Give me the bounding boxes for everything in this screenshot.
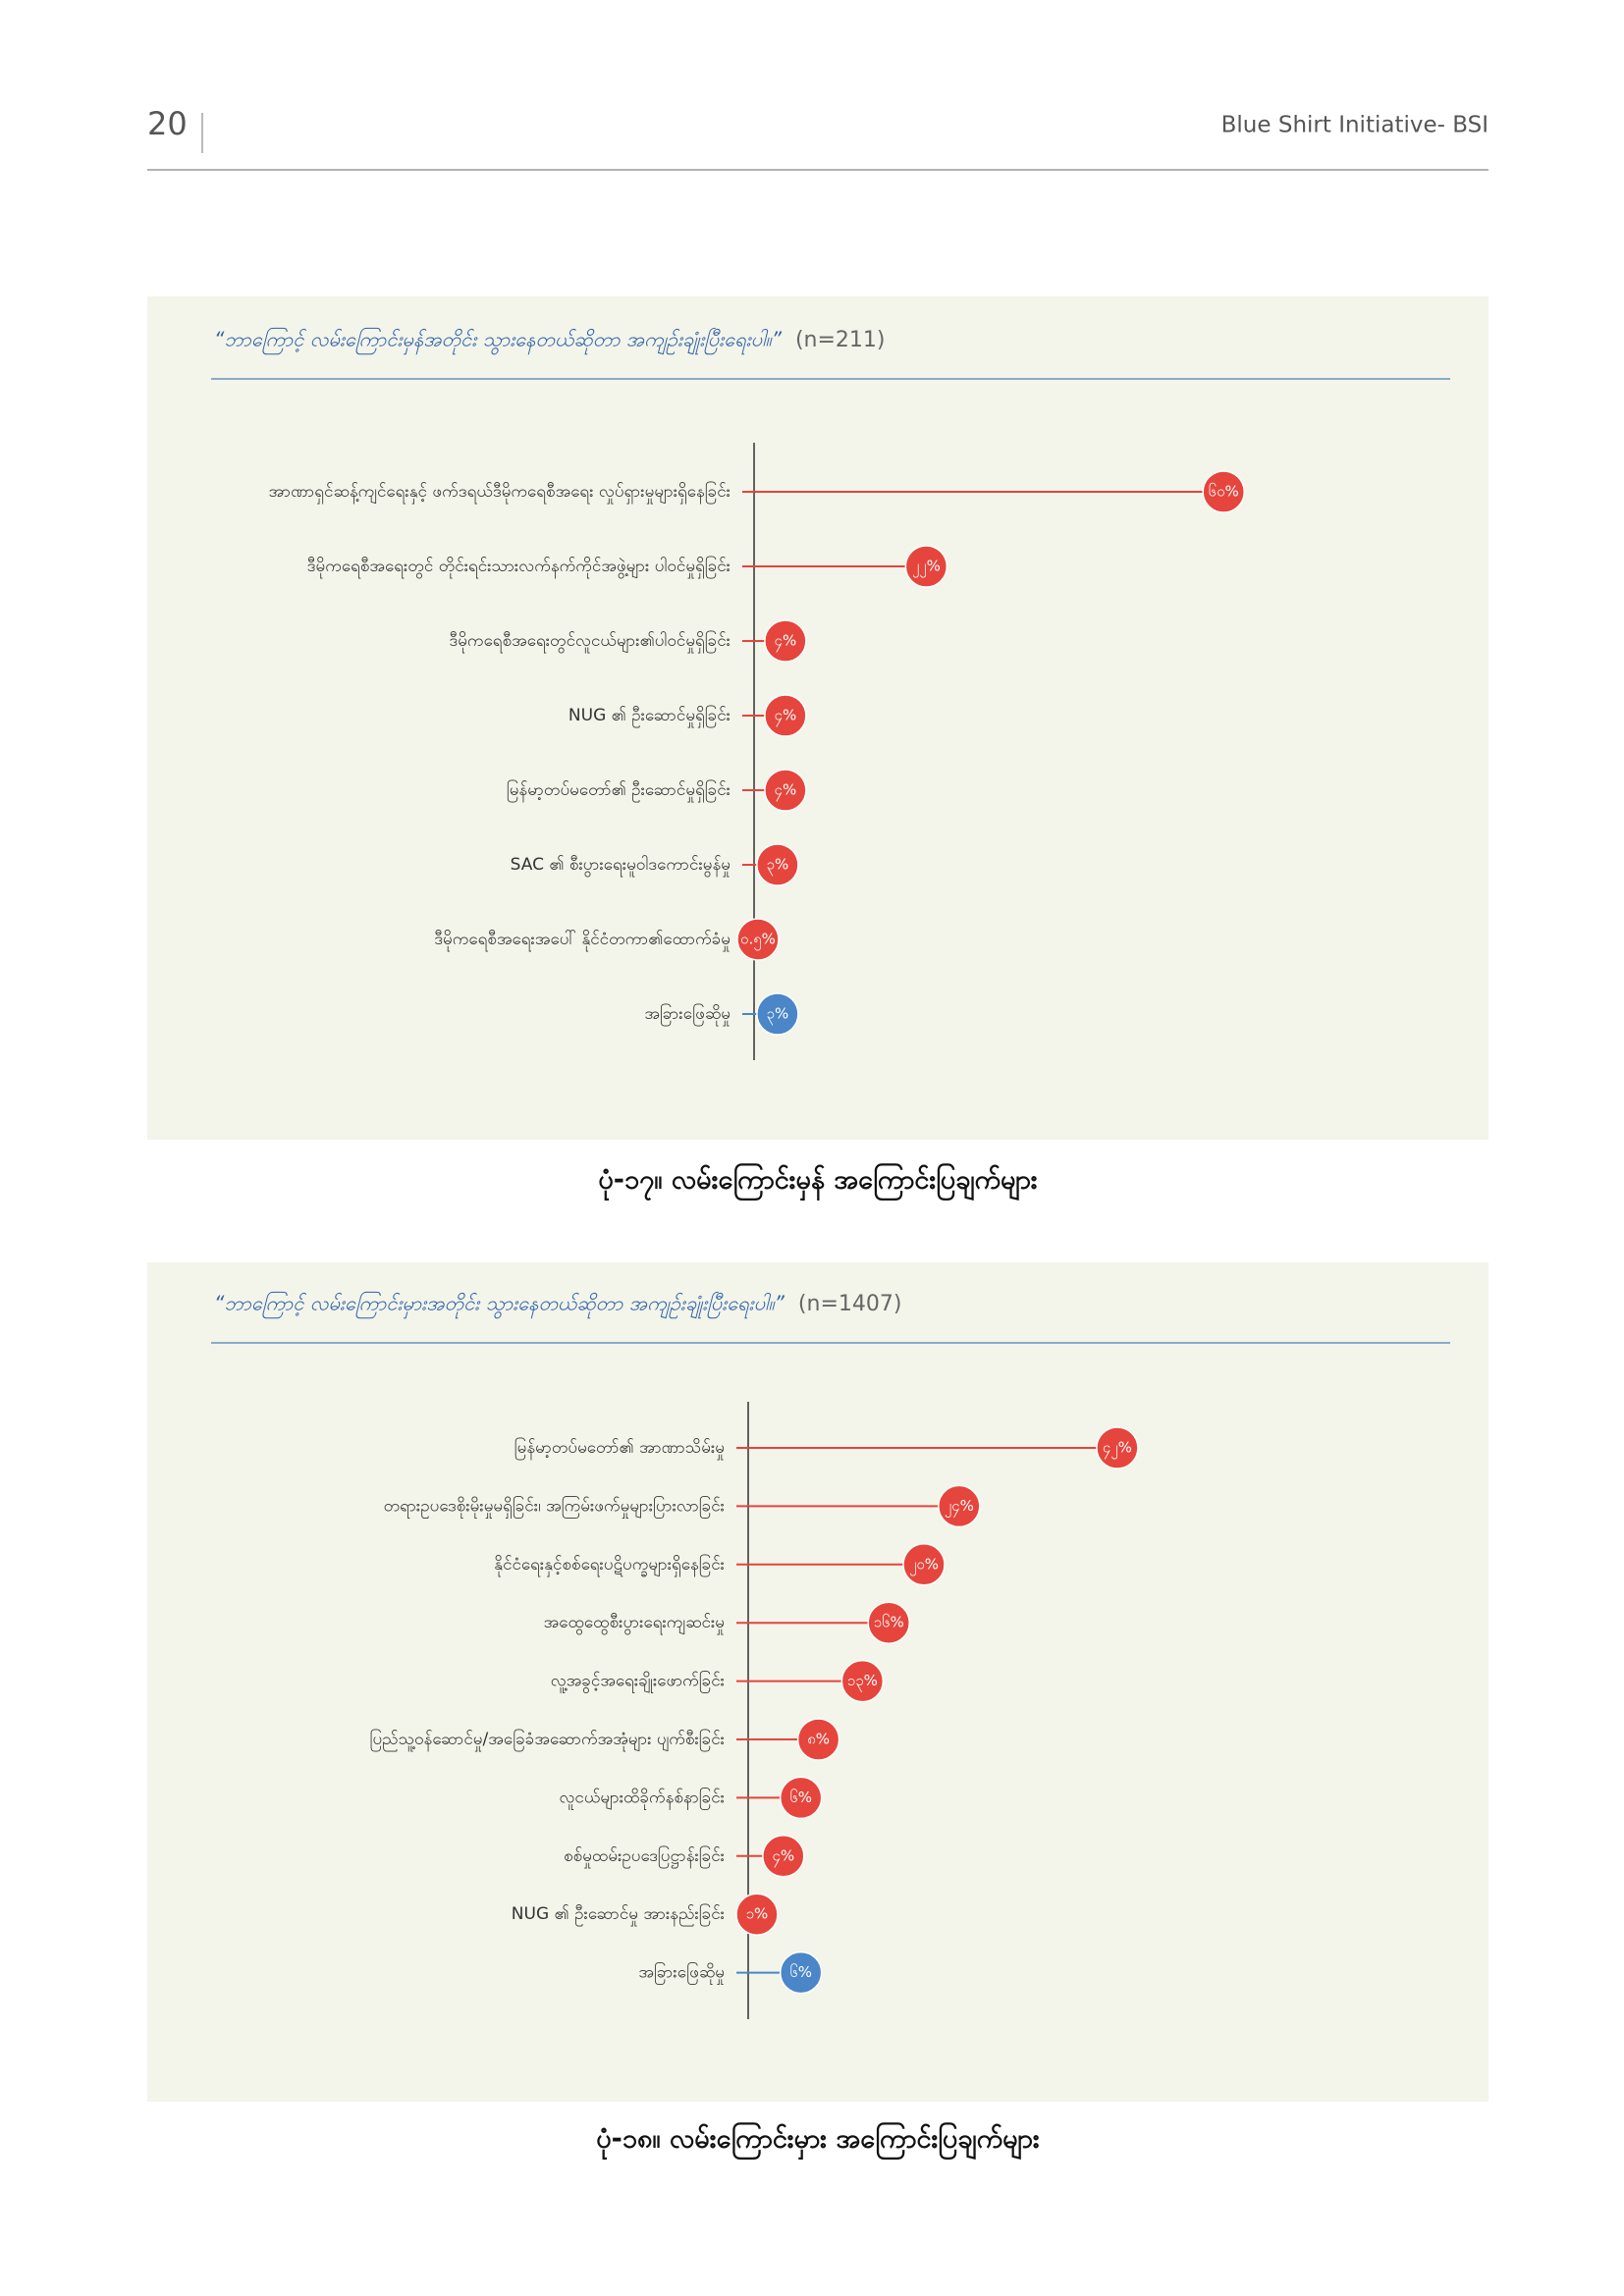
- value-label: ၆%: [789, 1789, 812, 1806]
- caption: ပုံ-၁၇။ လမ်းကြောင်းမှန် အကြောင်းပြချက်မျ…: [598, 1163, 1037, 1201]
- value-label: ၆၀%: [1209, 483, 1239, 501]
- category-label: လူငယ်များထိခိုက်နစ်နာခြင်း: [559, 1786, 725, 1810]
- lollipop-dot: [902, 1543, 946, 1586]
- value-label: ၁၆%: [874, 1614, 904, 1631]
- category-label: SAC ၏ စီးပွားရေးမူဝါဒကောင်းမွန်မှု: [511, 854, 731, 878]
- value-label: ၃%: [767, 856, 789, 877]
- lollipop-dot: [796, 1718, 840, 1761]
- question: “ဘာကြောင့် လမ်းကြောင်းမှားအတိုင်း သွားနေ…: [214, 1292, 785, 1319]
- category-label: ဒီမိုကရေစီအရေးတွင်လူငယ်များ၏ပါဝင်မှုရှိခ…: [449, 629, 731, 654]
- lollipop-dot: [762, 1835, 805, 1878]
- category-label: ဒီမိုကရေစီအရေးအပေါ် နိုင်ငံတကာ၏ထောက်ခံမှ…: [434, 929, 731, 952]
- sample-size: (n=1407): [798, 1292, 902, 1316]
- category-label: NUG ၏ ဦးဆောင်မှု အားနည်းခြင်း: [512, 1902, 725, 1927]
- lollipop-dot: [904, 545, 948, 588]
- lollipop-dot: [867, 1601, 910, 1644]
- value-label: ၆%: [789, 1963, 812, 1981]
- value-label: ၄%: [775, 632, 797, 653]
- category-label: တရားဥပဒေစိုးမိုးမှုမရှိခြင်း၊ အကြမ်းဖက်မ…: [384, 1494, 725, 1519]
- category-label: စစ်မှုထမ်းဥပဒေပြဋ္ဌာန်းခြင်း: [564, 1844, 725, 1869]
- category-label: အခြားဖြေဆိုမှု: [638, 1961, 725, 1986]
- category-label: မြန်မာ့တပ်မတော်၏ အာဏာသိမ်းမှု: [514, 1436, 725, 1461]
- page-number: 20: [147, 105, 188, 142]
- chart-panel: [147, 296, 1489, 1140]
- lollipop-dot: [779, 1950, 823, 1995]
- category-label: မြန်မာ့တပ်မတော်၏ ဦးဆောင်မှုရှိခြင်း: [507, 778, 731, 803]
- sample-size: (n=211): [795, 328, 886, 352]
- value-label: ၄%: [772, 1846, 794, 1867]
- lollipop-dot: [840, 1659, 885, 1703]
- lollipop-dot: [938, 1484, 981, 1528]
- value-label: ၈%: [807, 1731, 830, 1748]
- value-label: ၄၂%: [1103, 1439, 1132, 1460]
- category-label: နိုင်ငံရေးနှင့်စစ်ရေးပဋိပက္ခများရှိနေခြင…: [494, 1553, 725, 1577]
- value-label: ၀.၅%: [740, 931, 776, 951]
- category-label: ဒီမိုကရေစီအရေးတွင် တိုင်းရင်းသားလက်နက်ကိ…: [307, 555, 731, 579]
- value-label: ၂၄%: [945, 1497, 974, 1518]
- category-label: အာဏာရှင်ဆန့်ကျင်ရေးနှင့် ဖက်ဒရယ်ဒီမိုကရေ…: [269, 480, 731, 505]
- category-label: NUG ၏ ဦးဆောင်မှုရှိခြင်း: [568, 704, 731, 728]
- value-label: ၁၃%: [847, 1672, 878, 1692]
- caption: ပုံ-၁၈။ လမ်းကြောင်းမှား အကြောင်းပြချက်မျ…: [596, 2122, 1040, 2161]
- question: “ဘာကြောင့် လမ်းကြောင်းမှန်အတိုင်း သွားနေ…: [214, 328, 783, 355]
- category-label: ပြည်သူ့ဝန်ဆောင်မှု/အခြေခံအဆောက်အအုံများ …: [370, 1728, 725, 1752]
- lollipop-dot: [1096, 1426, 1139, 1469]
- value-label: ၂၂%: [912, 558, 941, 578]
- value-label: ၄%: [775, 707, 797, 727]
- category-label: လူ့အခွင့်အရေးချိုးဖောက်ခြင်း: [551, 1670, 725, 1694]
- lollipop-dot: [1202, 470, 1245, 513]
- lollipop-dot: [764, 694, 807, 737]
- lollipop-dot: [764, 769, 807, 812]
- category-label: အခြားဖြေဆိုမှု: [644, 1002, 731, 1027]
- lollipop-dot: [779, 1776, 823, 1820]
- publication: Blue Shirt Initiative- BSI: [1221, 113, 1489, 138]
- lollipop-dot: [756, 992, 799, 1036]
- value-label: ၁%: [746, 1905, 769, 1923]
- category-label: အထွေထွေစီးပွားရေးကျဆင်းမှု: [544, 1613, 725, 1635]
- lollipop-dot: [736, 918, 780, 961]
- value-label: ၄%: [775, 781, 797, 802]
- value-label: ၂၀%: [909, 1555, 939, 1575]
- lollipop-dot: [735, 1893, 779, 1936]
- lollipop-dot: [764, 619, 807, 663]
- value-label: ၃%: [767, 1005, 789, 1026]
- lollipop-dot: [756, 843, 799, 886]
